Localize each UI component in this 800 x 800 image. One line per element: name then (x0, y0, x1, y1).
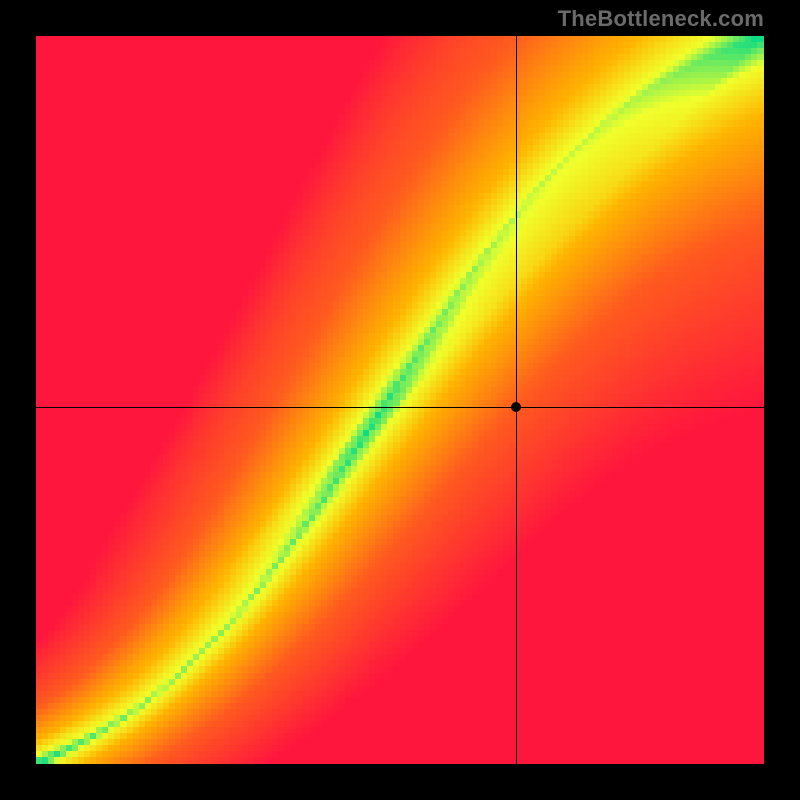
heatmap-canvas (36, 36, 764, 764)
marker-point (511, 402, 521, 412)
heatmap-plot (36, 36, 764, 764)
chart-container: TheBottleneck.com (0, 0, 800, 800)
crosshair-horizontal (36, 407, 764, 408)
crosshair-vertical (516, 36, 517, 764)
watermark-text: TheBottleneck.com (558, 6, 764, 32)
